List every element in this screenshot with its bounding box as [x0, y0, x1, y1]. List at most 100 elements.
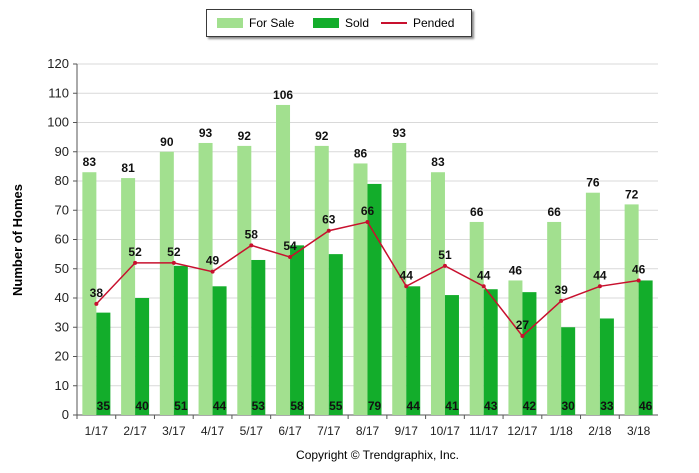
data-label-for-sale: 66: [470, 205, 484, 219]
data-label-pended: 52: [128, 245, 142, 259]
pended-point: [442, 263, 447, 268]
data-label-for-sale: 46: [509, 263, 523, 277]
pended-point: [597, 284, 602, 289]
pended-point: [365, 219, 370, 224]
legend-item-pended: Pended: [381, 10, 454, 36]
for-sale-swatch: [217, 18, 243, 28]
bar-sold: [522, 292, 537, 415]
pended-point: [481, 284, 486, 289]
data-label-for-sale: 90: [160, 135, 174, 149]
legend-item-for-sale: For Sale: [217, 10, 294, 36]
x-tick-label: 6/17: [278, 424, 302, 438]
data-label-pended: 58: [245, 227, 259, 241]
data-label-for-sale: 86: [354, 146, 368, 160]
bar-for-sale: [237, 145, 252, 415]
pended-point: [520, 334, 525, 339]
data-label-pended: 38: [90, 286, 104, 300]
pended-point: [288, 255, 293, 260]
x-tick-label: 8/17: [356, 424, 380, 438]
data-label-pended: 49: [206, 254, 220, 268]
pended-point: [559, 298, 564, 303]
bar-for-sale: [159, 151, 174, 415]
pended-line: [94, 219, 641, 339]
legend-item-sold: Sold: [313, 10, 369, 36]
sold-swatch: [313, 18, 339, 28]
bar-for-sale: [353, 163, 368, 415]
data-label-sold: 79: [368, 399, 382, 413]
data-label-pended: 27: [516, 318, 530, 332]
bar-for-sale: [508, 280, 523, 415]
bar-for-sale: [392, 142, 407, 415]
data-label-sold: 43: [484, 399, 498, 413]
pended-point: [636, 278, 641, 283]
data-label-for-sale: 66: [547, 205, 561, 219]
data-label-sold: 33: [600, 399, 614, 413]
y-tick-label: 90: [55, 144, 69, 159]
data-label-pended: 46: [632, 262, 646, 276]
bar-for-sale: [276, 104, 291, 415]
data-label-sold: 46: [639, 399, 653, 413]
data-label-for-sale: 106: [273, 88, 293, 102]
bar-sold: [135, 298, 150, 415]
y-tick-label: 0: [62, 407, 69, 422]
y-tick-label: 110: [48, 85, 69, 100]
legend-label: Sold: [345, 16, 370, 30]
bar-for-sale: [547, 221, 562, 415]
pended-point: [210, 269, 215, 274]
bar-sold: [251, 259, 266, 415]
data-label-sold: 53: [252, 399, 266, 413]
data-label-sold: 35: [97, 399, 111, 413]
pended-point: [94, 301, 99, 306]
data-label-for-sale: 83: [83, 155, 97, 169]
data-label-sold: 42: [523, 399, 537, 413]
y-tick-label: 70: [55, 202, 69, 217]
bar-sold: [406, 286, 421, 415]
x-tick-label: 10/17: [430, 424, 460, 438]
bar-sold: [173, 265, 188, 415]
bar-for-sale: [314, 145, 329, 415]
bar-for-sale: [430, 172, 445, 415]
x-tick-label: 5/17: [240, 424, 264, 438]
x-tick-label: 1/17: [85, 424, 109, 438]
data-label-for-sale: 81: [121, 161, 135, 175]
data-labels: 83 35 81 40 90 51 93 44 92 53 106 58 92 55 86 79 93 44 83 4…: [83, 88, 653, 413]
data-label-pended: 44: [400, 268, 414, 282]
y-tick-label: 50: [55, 261, 69, 276]
data-label-pended: 44: [477, 268, 491, 282]
data-label-for-sale: 92: [238, 129, 252, 143]
data-label-sold: 40: [135, 399, 149, 413]
x-tick-label: 4/17: [201, 424, 225, 438]
x-tick-label: 9/17: [395, 424, 419, 438]
data-label-sold: 30: [561, 399, 575, 413]
bars: [82, 104, 653, 415]
bar-sold: [444, 295, 459, 415]
data-label-pended: 39: [554, 283, 568, 297]
y-axis-label: Number of Homes: [10, 184, 25, 296]
legend: For Sale Sold Pended: [206, 9, 472, 37]
legend-label: For Sale: [249, 16, 295, 30]
y-tick-label: 60: [55, 232, 69, 247]
data-label-pended: 52: [167, 245, 181, 259]
bar-sold: [328, 254, 343, 415]
bar-for-sale: [469, 221, 484, 415]
data-label-pended: 63: [322, 213, 336, 227]
x-tick-label: 7/17: [317, 424, 341, 438]
data-label-for-sale: 93: [393, 126, 407, 140]
data-label-pended: 66: [361, 204, 375, 218]
pended-point: [249, 243, 254, 248]
pended-swatch: [381, 22, 407, 24]
bar-sold: [290, 245, 305, 415]
y-tick-label: 80: [55, 173, 69, 188]
bar-sold: [599, 318, 614, 415]
x-tick-label: 3/18: [627, 424, 651, 438]
bar-sold: [212, 286, 227, 415]
x-tick-label: 11/17: [469, 424, 498, 438]
axis: 0 10 20 30 40 50 60 70 80 90 100 110 120 1/17 2/17 3/17…: [47, 56, 658, 438]
y-tick-label: 120: [47, 56, 69, 71]
data-label-pended: 54: [283, 239, 297, 253]
legend-label: Pended: [413, 16, 455, 30]
pended-point: [404, 284, 409, 289]
data-label-pended: 51: [438, 248, 452, 262]
data-label-for-sale: 92: [315, 129, 329, 143]
